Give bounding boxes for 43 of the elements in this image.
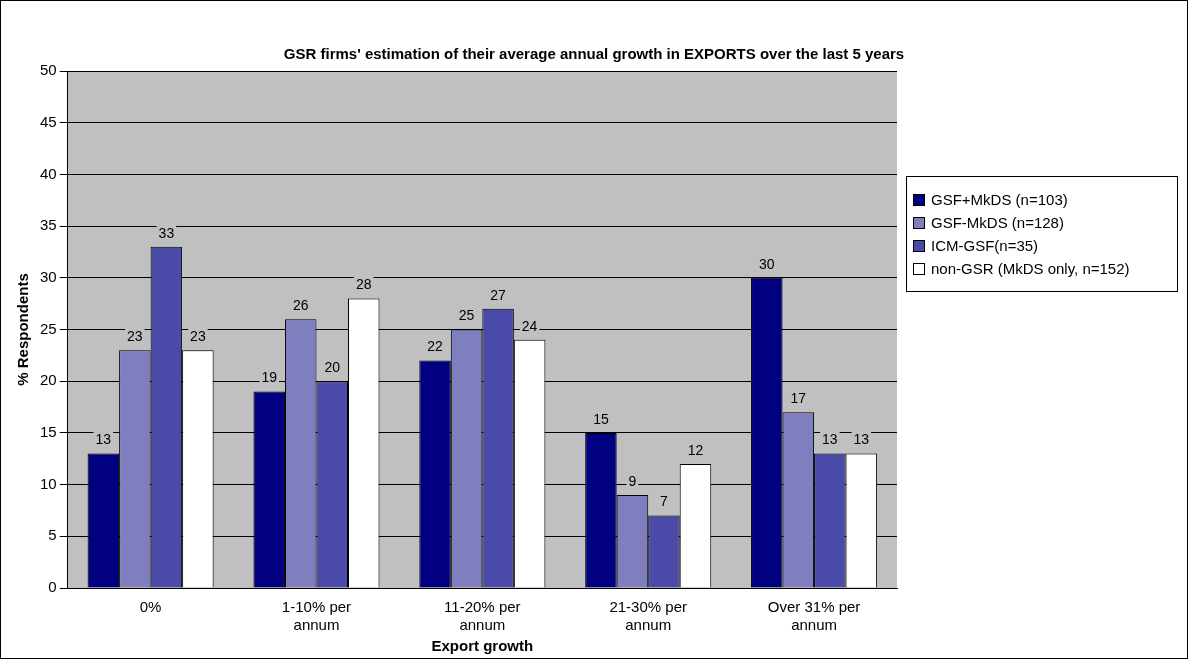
data-label: 33 — [158, 224, 175, 241]
data-label: 23 — [190, 328, 206, 345]
y-tick-label: 45 — [40, 112, 57, 130]
y-tick-label: 30 — [40, 267, 57, 285]
data-label: 26 — [292, 297, 309, 314]
data-label: 13 — [853, 431, 870, 448]
data-label: 9 — [628, 472, 637, 489]
y-tick-label: 10 — [40, 474, 57, 492]
x-tick-label: Over 31% per annum — [767, 598, 861, 634]
x-tick-label: 0% — [139, 598, 162, 616]
legend-label: GSF-MkDS (n=128) — [931, 214, 1064, 231]
x-tick-label: 11-20% per annum — [444, 598, 521, 634]
y-tick-label: 40 — [40, 164, 57, 182]
y-tick-label: 25 — [40, 319, 57, 337]
y-tick-label: 5 — [48, 526, 57, 544]
legend-label: ICM-GSF(n=35) — [931, 237, 1039, 254]
x-tick-label: 21-30% per annum — [609, 598, 687, 634]
data-label: 30 — [759, 255, 775, 272]
data-label: 19 — [261, 369, 278, 386]
data-label: 27 — [490, 286, 507, 303]
data-label: 28 — [355, 276, 372, 293]
data-label: 23 — [127, 328, 143, 345]
legend-label: GSF+MkDS (n=103) — [931, 191, 1068, 208]
y-axis-title: % Respondents — [14, 273, 32, 386]
data-label: 7 — [660, 493, 669, 510]
data-label: 25 — [458, 307, 475, 324]
y-tick-label: 20 — [40, 371, 57, 389]
y-tick-label: 35 — [40, 216, 57, 234]
data-label: 24 — [521, 317, 538, 334]
chart-title: GSR firms' estimation of their average annual growth in EXPORTS over the last 5 years — [282, 45, 906, 62]
data-label: 20 — [324, 359, 341, 376]
data-label: 17 — [790, 390, 807, 407]
data-label: 13 — [95, 431, 112, 448]
data-label: 12 — [687, 441, 704, 458]
x-tick-label: 1-10% per annum — [281, 598, 352, 634]
y-tick-label: 15 — [40, 423, 57, 441]
x-axis-title: Export growth — [431, 637, 534, 655]
data-label: 15 — [593, 410, 609, 427]
data-label: 13 — [822, 431, 838, 448]
data-label: 22 — [427, 338, 444, 355]
legend-label: non-GSR (MkDS only, n=152) — [931, 260, 1130, 277]
y-tick-label: 0 — [48, 578, 57, 596]
y-tick-label: 50 — [40, 61, 57, 79]
